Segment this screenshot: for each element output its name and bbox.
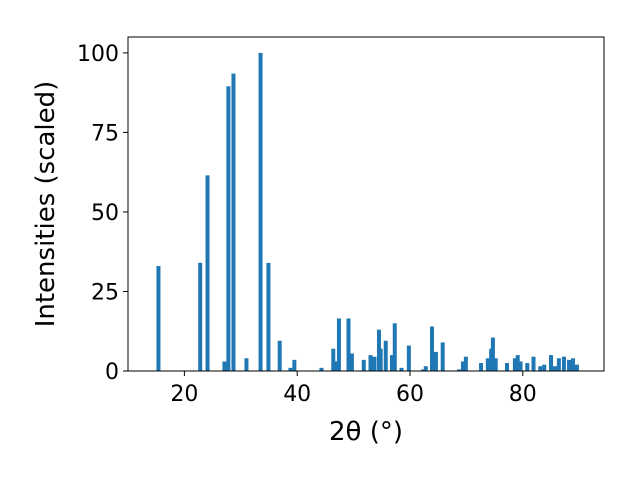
bar — [493, 358, 498, 371]
bar — [292, 359, 297, 371]
bar — [346, 318, 351, 371]
plot-frame — [127, 36, 605, 372]
x-tick-label: 40 — [283, 382, 311, 407]
bar — [383, 340, 388, 371]
bar — [556, 358, 561, 371]
bar — [574, 364, 579, 371]
bar — [226, 86, 231, 372]
bar — [244, 358, 249, 371]
bar — [463, 356, 468, 371]
bar — [538, 366, 543, 371]
bar — [205, 175, 210, 371]
bar — [231, 73, 236, 371]
bar — [429, 326, 434, 371]
x-tick-label: 60 — [396, 382, 424, 407]
bar — [518, 361, 523, 371]
bar — [552, 366, 557, 371]
bar — [485, 358, 490, 371]
y-tick-label: 0 — [105, 360, 119, 385]
bar — [399, 367, 404, 371]
bar — [490, 337, 495, 371]
x-tick-label: 80 — [509, 382, 537, 407]
bar — [392, 323, 397, 371]
bar — [372, 356, 377, 371]
bar — [515, 355, 520, 371]
bar — [319, 367, 324, 371]
bar — [531, 356, 536, 371]
y-axis-label: Intensities (scaled) — [31, 81, 61, 328]
bar — [561, 356, 566, 371]
x-axis-label: 2θ (°) — [329, 417, 403, 447]
bar — [433, 351, 438, 371]
bar — [368, 355, 373, 371]
bar — [423, 366, 428, 371]
bar — [461, 361, 466, 371]
bar — [198, 262, 203, 371]
bar — [258, 52, 263, 372]
bar — [542, 364, 547, 371]
bar — [548, 355, 553, 371]
bar — [420, 369, 425, 371]
y-tick-label: 25 — [91, 280, 119, 305]
y-tick-label: 75 — [91, 121, 119, 146]
x-tick-label: 20 — [170, 382, 198, 407]
bar — [525, 363, 530, 371]
bar — [277, 340, 282, 371]
bar — [334, 361, 339, 371]
bar — [406, 345, 411, 371]
y-tick-label: 50 — [91, 201, 119, 226]
bar — [567, 359, 572, 371]
bar — [222, 361, 227, 371]
bar — [389, 355, 394, 371]
bar — [378, 348, 383, 371]
bar — [288, 367, 293, 371]
bar — [336, 318, 341, 371]
bar — [156, 266, 161, 371]
bar — [440, 342, 445, 371]
bar — [570, 358, 575, 371]
bar — [457, 369, 462, 371]
y-tick-label: 100 — [77, 42, 119, 67]
bar — [349, 353, 354, 371]
bar — [361, 359, 366, 371]
bar — [504, 363, 509, 371]
bar — [331, 348, 336, 371]
bar — [266, 262, 271, 371]
bar — [512, 358, 517, 371]
bar — [479, 363, 484, 371]
